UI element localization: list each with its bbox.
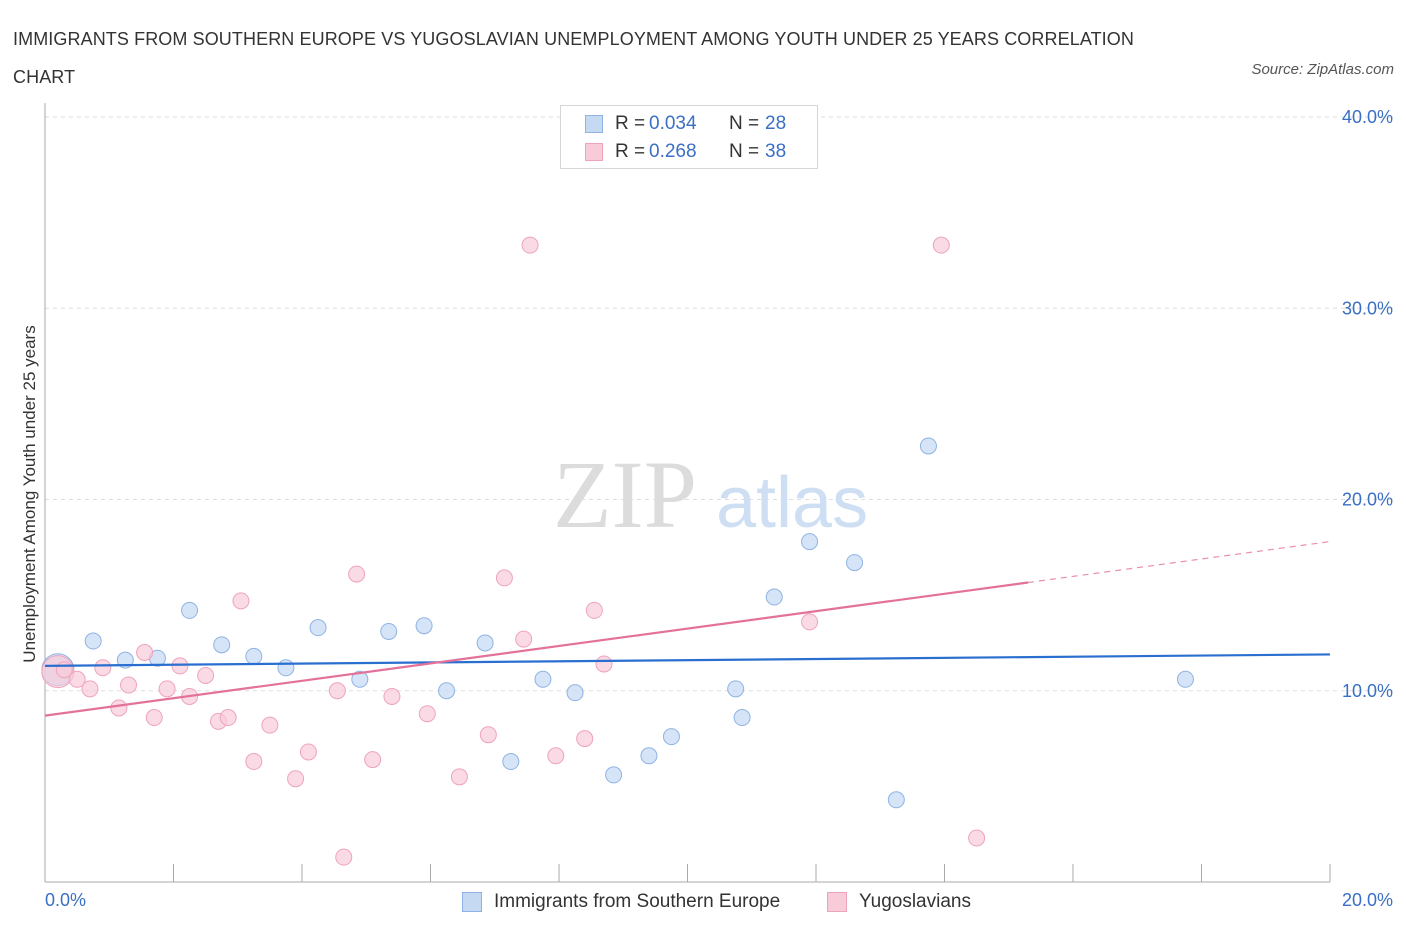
yugoslavian-point [335,848,353,866]
yugoslavian-point [364,751,382,769]
southern-europe-point [84,632,102,650]
yugoslavian-point [547,747,565,765]
legend-row-yugoslavians: R = 0.268 N = 38 [585,140,786,164]
yugoslavian-point [158,680,176,698]
legend-label: Immigrants from Southern Europe [494,891,781,912]
x-tick-label-max: 20.0% [1341,890,1393,910]
legend-swatch-blue [585,115,603,133]
trend-lines [44,540,1331,717]
n-value: 28 [765,113,787,134]
southern-europe-point [502,753,520,771]
southern-europe-point [309,619,327,637]
yugoslavian-point [287,770,305,788]
yugoslavian-point [968,829,986,847]
legend-swatch-pink [827,892,847,912]
watermark: ZIP atlas [553,441,868,548]
yugoslavian-point [521,236,539,254]
yugoslavian-point [68,670,86,688]
r-value: 0.268 [649,141,697,162]
southern-europe-point [846,554,864,572]
southern-europe-point [887,791,905,809]
yugoslavian-point [261,716,279,734]
yugoslavian-point [219,709,237,727]
r-label: R = [615,141,646,162]
n-label: N = [729,141,760,162]
southern-europe-point [351,670,369,688]
legend-swatch-pink [585,143,603,161]
legend-item-southern-europe[interactable]: Immigrants from Southern Europe [462,889,780,915]
yugoslavian-point [94,659,112,677]
southern-europe-point [213,636,231,654]
yugoslavian-point [450,768,468,786]
southern-europe-point [919,437,937,455]
yugoslavian-point [245,753,263,771]
southern-europe-point [438,682,456,700]
watermark-atlas: atlas [716,463,868,543]
y-tick-labels: 10.0% 20.0% 30.0% 40.0% [1342,107,1393,701]
yugoslavian-point [145,709,163,727]
yugoslavian-point [328,682,346,700]
legend-row-southern-europe: R = 0.034 N = 28 [585,112,786,136]
yugoslavian-point [120,676,138,694]
yugoslavian-point [479,726,497,744]
southern-europe-trend-line [44,653,1331,667]
yugoslavian-point [81,680,99,698]
southern-europe-point [765,588,783,606]
southern-europe-point [245,647,263,665]
yugoslavian-point [932,236,950,254]
yugoslavian-point [232,592,250,610]
y-tick-label: 20.0% [1342,490,1393,510]
yugoslavian-point [595,655,613,673]
yugoslavian-point [801,613,819,631]
watermark-zip: ZIP [553,441,697,548]
r-value: 0.034 [649,113,697,134]
yugoslavian-point [418,705,436,723]
y-tick-label: 30.0% [1342,298,1393,318]
yugoslavian-point [383,687,401,705]
legend-label: Yugoslavians [859,891,971,912]
yugoslavian-point [110,699,128,717]
southern-europe-point [640,747,658,765]
yugoslavian-point [136,644,154,661]
chart-title: IMMIGRANTS FROM SOUTHERN EUROPE VS YUGOS… [13,29,1134,87]
correlation-legend: R = 0.034 N = 28 R = 0.268 N = 38 [560,105,818,169]
southern-europe-point [801,533,819,551]
legend-swatch-blue [462,892,482,912]
southern-europe-point [277,659,295,677]
source-label: Source: ZipAtlas.com [1251,61,1394,78]
n-value: 38 [765,141,787,162]
southern-europe-point [727,680,745,698]
yugoslavian-point [348,565,366,583]
n-label: N = [729,113,760,134]
southern-europe-point [476,634,494,652]
axes [44,103,1331,883]
yugoslavian-trend-extension [1027,540,1331,584]
yugoslavian-point [171,657,189,675]
y-tick-label: 40.0% [1342,107,1393,127]
legend-item-yugoslavians[interactable]: Yugoslavians [827,889,971,915]
y-tick-label: 10.0% [1342,681,1393,701]
yugoslavian-trend-line [44,581,1029,717]
southern-europe-point [605,766,623,784]
southern-europe-point [733,709,751,727]
yugoslavian-point [299,743,317,761]
yugoslavian-point [515,630,533,648]
yugoslavian-point [197,666,215,684]
data-points [41,236,1194,866]
southern-europe-point [415,617,433,635]
r-label: R = [615,113,646,134]
southern-europe-point [566,684,584,702]
yugoslavian-point [576,730,594,748]
southern-europe-point [380,622,398,640]
yugoslavian-point [495,569,513,587]
southern-europe-point [662,728,680,746]
yugoslavian-point [585,601,603,619]
southern-europe-point [181,601,199,619]
southern-europe-point [1176,670,1194,688]
southern-europe-point [534,670,552,688]
x-tick-label-min: 0.0% [45,890,87,910]
